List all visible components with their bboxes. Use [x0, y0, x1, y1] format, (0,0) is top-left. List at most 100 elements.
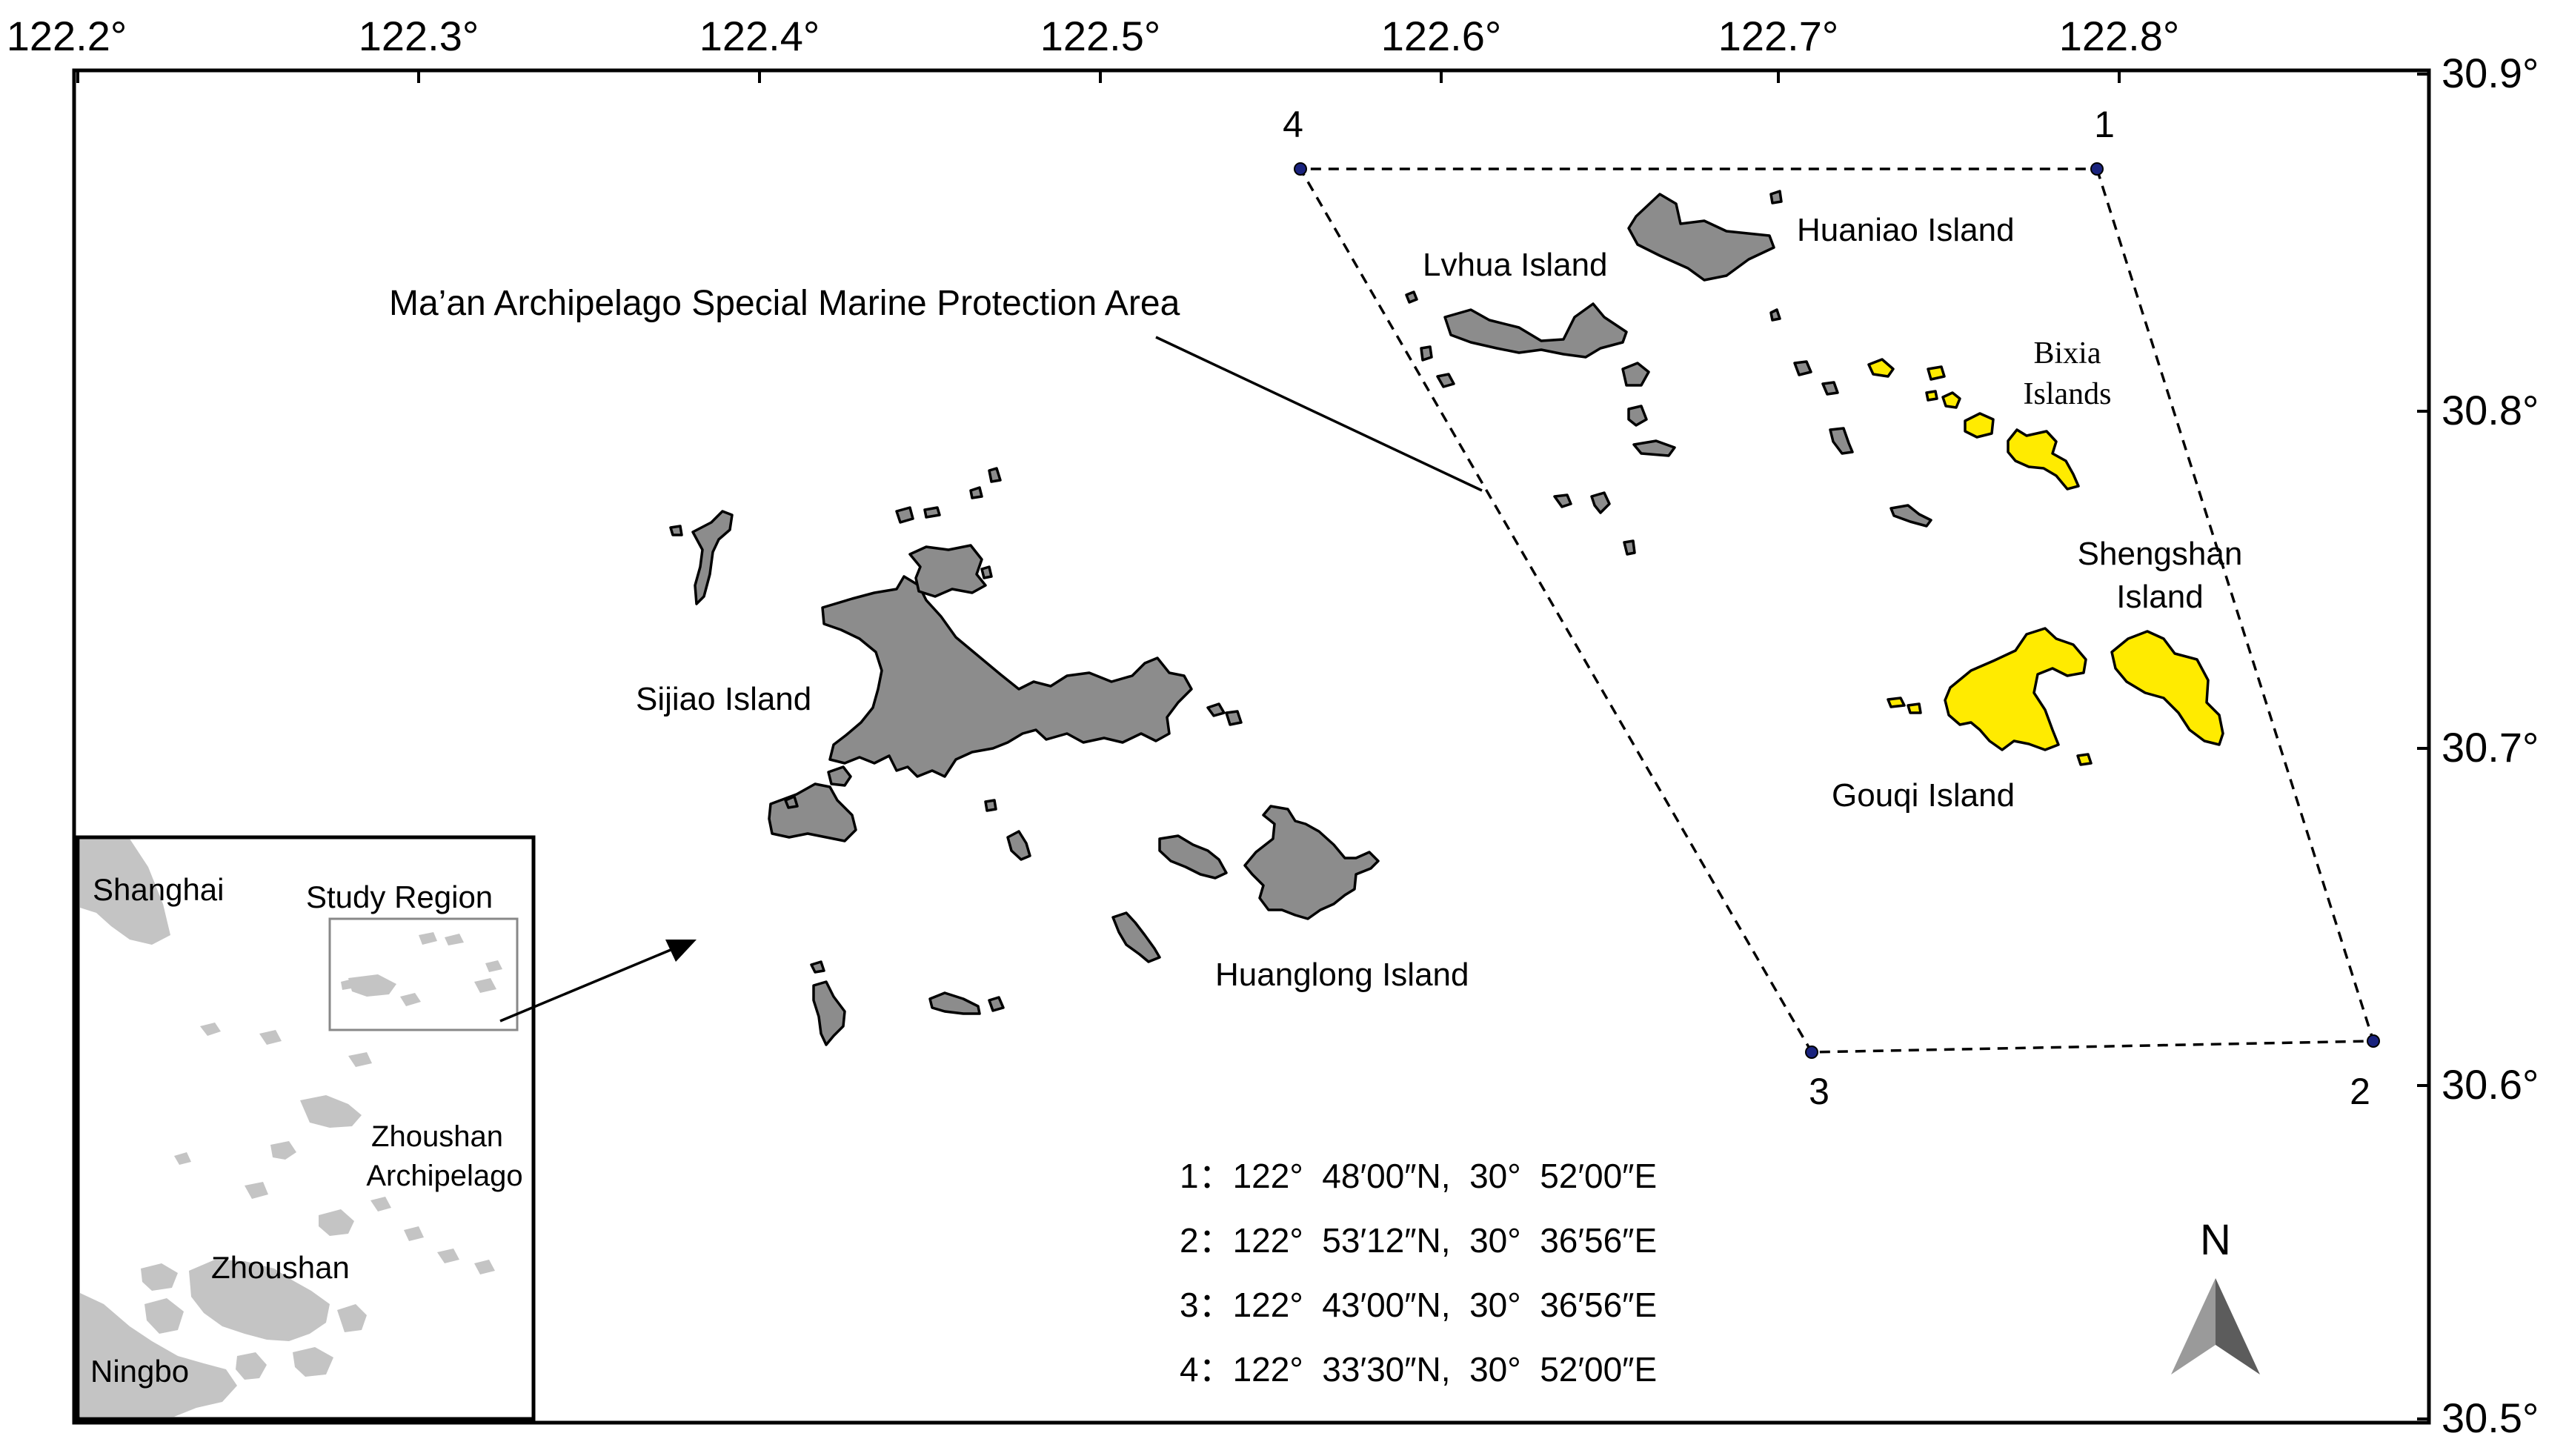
vertex-coordinates-list: 1：122° 48′00″N, 30° 52′00″E 2：122° 53′12… [1180, 1157, 1657, 1389]
y-tick-label: 30.9° [2442, 50, 2539, 96]
islet [1111, 911, 1161, 963]
islet [923, 506, 941, 519]
inset-zhoushan-archipelago-label-line2: Archipelago [366, 1160, 522, 1192]
inset-study-islet [419, 932, 437, 945]
islet [895, 506, 914, 524]
shengshan-island-shape [2110, 630, 2224, 746]
islet [1829, 427, 1854, 455]
inset-zhoushan-island [189, 1260, 330, 1341]
islet [984, 799, 997, 812]
islet [928, 991, 981, 1015]
north-arrow-right-half [2216, 1278, 2260, 1374]
protection-area-label: Ma’an Archipelago Special Marine Protect… [389, 284, 1180, 323]
bixia-islet [1867, 358, 1895, 378]
huanglong-island-label: Huanglong Island [1215, 957, 1469, 993]
inset-islet [245, 1182, 268, 1199]
islet [1006, 830, 1031, 861]
inset-islet [348, 1052, 372, 1067]
inset-ningbo-label: Ningbo [90, 1354, 189, 1389]
inset-map-border [76, 835, 536, 1421]
inset-islet [144, 1298, 184, 1334]
islet [1436, 373, 1455, 388]
islet [988, 996, 1005, 1012]
inset-map [76, 835, 536, 1421]
gouqi-island-shape [1944, 627, 2087, 751]
islet [827, 765, 852, 787]
x-tick-label: 122.7° [1718, 13, 1839, 59]
lvhua-island-label: Lvhua Island [1423, 247, 1608, 283]
inset-ningbo-land [80, 1293, 237, 1417]
protection-area-vertices [1294, 162, 2380, 1059]
y-tick-label: 30.8° [2442, 387, 2539, 433]
vertex-2 [2367, 1034, 2380, 1048]
inset-study-islet [445, 934, 464, 945]
huanglong-island-shape [1243, 805, 1380, 920]
inset-study-islet [400, 993, 421, 1006]
y-axis-labels: 30.9° 30.8° 30.7° 30.6° 30.5° [2442, 50, 2539, 1441]
x-axis-ticks [76, 70, 2121, 83]
bixia-islet [1927, 365, 1946, 381]
islet [1769, 308, 1781, 322]
islet [1553, 493, 1572, 508]
bixia-islands-label-line1: Bixia [2034, 336, 2101, 370]
x-tick-label: 122.6° [1381, 13, 1502, 59]
gouqi-island-label: Gouqi Island [1832, 777, 2015, 814]
inset-shanghai-label: Shanghai [93, 872, 225, 907]
bixia-islet [1941, 391, 1961, 409]
gouqi-islet [2076, 753, 2093, 766]
vertex-1 [2090, 162, 2104, 176]
inset-islet [236, 1352, 267, 1380]
x-tick-label: 122.4° [699, 13, 820, 59]
gouqi-islet [1907, 702, 1922, 714]
inset-islet [437, 1249, 459, 1263]
inset-islet [141, 1263, 178, 1291]
islet [1821, 381, 1839, 396]
bixia-islet [1925, 390, 1938, 402]
inset-islet [404, 1226, 424, 1241]
islet [1889, 504, 1932, 528]
y-tick-label: 30.7° [2442, 724, 2539, 771]
islet [669, 525, 683, 536]
inset-zhoushan-archipelago-label-line1: Zhoushan [371, 1120, 503, 1153]
bixia-islands-shape [2007, 428, 2080, 491]
islet [784, 795, 799, 809]
x-tick-label: 122.8° [2059, 13, 2180, 59]
islet [908, 544, 987, 598]
inset-study-islet [485, 960, 502, 972]
sijiao-islands [669, 467, 1243, 861]
islet [1590, 491, 1611, 514]
coordinate-3: 3：122° 43′00″N, 30° 36′56″E [1180, 1286, 1657, 1324]
islet [980, 565, 993, 579]
x-tick-label: 122.2° [7, 13, 127, 59]
north-arrow-left-half [2171, 1278, 2216, 1374]
inset-islet [270, 1141, 296, 1160]
bixia-islet [1964, 412, 1995, 439]
vertex-label-4: 4 [1283, 104, 1303, 145]
islet [1158, 834, 1228, 880]
inset-study-islet [348, 974, 396, 997]
x-tick-label: 122.5° [1040, 13, 1161, 59]
islet [1793, 360, 1812, 376]
yellow-islands [1867, 358, 2224, 766]
protection-area-leader-line [1155, 336, 1483, 492]
gouqi-islet [1887, 697, 1906, 708]
coordinate-1: 1：122° 48′00″N, 30° 52′00″E [1180, 1157, 1657, 1195]
huanglong-islands [810, 805, 1380, 1046]
sijiao-island-label: Sijiao Island [636, 681, 811, 717]
vertex-4 [1294, 162, 1307, 176]
inset-islet [337, 1304, 367, 1332]
islet [1420, 345, 1433, 362]
vertex-label-1: 1 [2094, 104, 2115, 145]
islet [1623, 539, 1636, 556]
inset-study-islet [474, 978, 496, 993]
inset-to-map-arrow [499, 940, 697, 1023]
islet [1627, 405, 1648, 427]
islet [691, 510, 734, 605]
shengshan-island-label-line1: Shengshan [2078, 536, 2243, 572]
inset-islet [300, 1095, 362, 1128]
north-arrow-icon: N [2171, 1216, 2260, 1374]
inset-zhoushan-label: Zhoushan [211, 1250, 350, 1285]
inset-study-region-box [328, 917, 519, 1031]
inset-shanghai-land [80, 839, 170, 945]
